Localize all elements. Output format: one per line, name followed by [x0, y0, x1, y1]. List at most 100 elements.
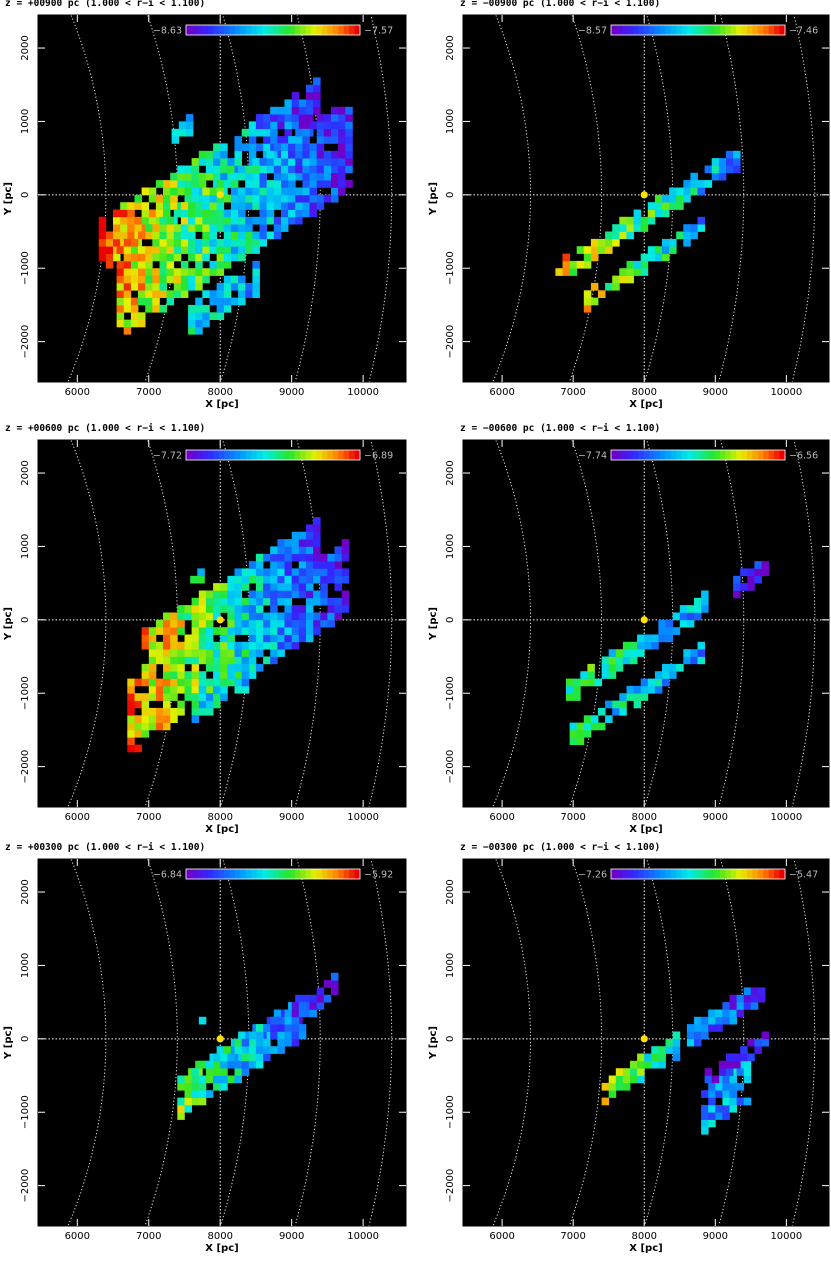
density-cell: [255, 619, 264, 628]
density-cell: [205, 700, 214, 709]
radius-circle: [368, 440, 393, 807]
panel-z-minus-900: z = −00900 pc (1.000 < r−i < 1.100) 6000…: [420, 0, 831, 419]
colorbar-segment: [757, 25, 764, 35]
density-cell: [270, 583, 278, 591]
density-cell: [323, 994, 332, 1003]
density-cell: [273, 202, 282, 210]
density-cell: [690, 180, 698, 188]
density-cell: [180, 246, 189, 254]
density-cell: [98, 231, 107, 240]
density-cell: [676, 663, 684, 672]
density-cell: [306, 99, 314, 108]
density-cell: [309, 994, 317, 1003]
density-cell: [230, 216, 239, 225]
x-tick-label: 6000: [489, 387, 514, 398]
density-cell: [288, 216, 296, 225]
density-cell: [145, 231, 153, 240]
density-cell: [188, 275, 196, 284]
density-cell: [672, 1046, 681, 1054]
density-cell: [202, 187, 210, 196]
density-cell: [155, 627, 164, 635]
density-cell: [245, 165, 253, 174]
density-cell: [205, 158, 214, 166]
density-cell: [295, 172, 303, 181]
density-cell: [259, 238, 267, 247]
density-cell: [198, 590, 207, 599]
density-cell: [248, 641, 257, 650]
density-cell: [227, 663, 235, 672]
density-cell: [298, 583, 307, 591]
density-cell: [234, 575, 242, 584]
colorbar-segment: [256, 869, 263, 879]
density-cell: [227, 605, 235, 613]
density-cell: [327, 561, 335, 569]
density-cell: [306, 106, 314, 115]
colorbar-frame: [610, 449, 786, 461]
density-cell: [277, 539, 285, 547]
colorbar-segment: [719, 869, 726, 879]
colorbar-segment: [321, 25, 328, 35]
density-cell: [633, 693, 642, 701]
density-cell: [227, 627, 235, 635]
density-cell: [205, 678, 214, 687]
density-cell: [216, 297, 225, 306]
panel-z-minus-600: z = −00600 pc (1.000 < r−i < 1.100) 6000…: [420, 419, 831, 838]
density-cell: [715, 1112, 723, 1120]
density-cell: [105, 253, 114, 262]
density-cell: [722, 1002, 730, 1010]
density-cell: [141, 678, 150, 687]
density-cell: [163, 209, 171, 218]
density-cell: [223, 260, 232, 269]
density-cell: [191, 715, 200, 723]
density-cell: [291, 1031, 300, 1040]
x-tick-label: 9000: [703, 1231, 728, 1242]
density-cell: [145, 260, 153, 269]
density-cell: [298, 612, 307, 621]
density-cell: [284, 634, 292, 643]
density-cell: [633, 209, 642, 218]
colorbar-segment: [638, 869, 645, 879]
density-cell: [640, 216, 649, 225]
density-cell: [173, 268, 182, 276]
density-cell: [252, 158, 260, 166]
y-tick-label: −1000: [445, 676, 456, 710]
density-cell: [736, 1082, 745, 1091]
colorbar-segment: [643, 450, 650, 460]
density-cell: [284, 539, 292, 547]
density-cell: [141, 693, 150, 701]
density-cell: [669, 671, 677, 679]
density-cell: [166, 297, 175, 306]
density-cell: [202, 319, 210, 328]
density-cell: [195, 253, 203, 262]
density-cell: [216, 312, 225, 320]
density-cell: [141, 634, 150, 643]
density-cell: [202, 275, 210, 284]
plot-background: [463, 440, 829, 807]
colorbar-segment: [632, 25, 639, 35]
density-cell: [148, 685, 157, 694]
density-cell: [729, 1009, 737, 1018]
density-cell: [255, 143, 264, 152]
density-cell: [662, 238, 670, 247]
density-cell: [227, 583, 235, 591]
colorbar-segment: [343, 450, 350, 460]
density-cell: [658, 627, 666, 635]
density-cell: [263, 627, 271, 635]
density-cell: [185, 128, 194, 137]
density-cell: [281, 180, 289, 188]
density-cell: [313, 77, 321, 86]
density-cell: [245, 180, 253, 188]
density-cell: [323, 165, 332, 174]
density-cell: [148, 715, 157, 723]
density-cell: [241, 619, 250, 628]
colorbar-frame: [610, 868, 786, 880]
density-cell: [223, 238, 232, 247]
colorbar-segment: [779, 450, 786, 460]
density-cell: [590, 297, 599, 306]
density-cell: [270, 612, 278, 621]
density-cell: [159, 290, 167, 298]
density-cell: [220, 1068, 228, 1076]
density-cell: [252, 180, 260, 188]
density-cell: [320, 612, 328, 621]
density-cell: [241, 685, 250, 694]
